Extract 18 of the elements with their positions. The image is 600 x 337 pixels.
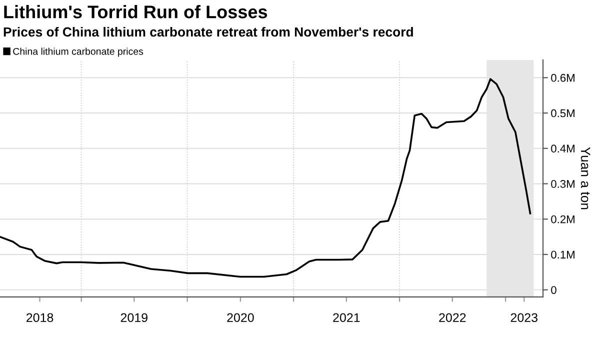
y2-tick-label: 0.1M bbox=[551, 250, 574, 259]
y2-tick-label: 0 bbox=[551, 286, 556, 294]
y2-tick-label: 0.4M bbox=[551, 144, 574, 153]
y2-tick-label: 0.2M bbox=[551, 215, 574, 224]
x-tick-label: 2021 bbox=[333, 313, 360, 322]
x-tick-label: 2022 bbox=[439, 313, 466, 322]
legend-label: China lithium carbonate prices bbox=[13, 48, 144, 57]
x-tick-label: 2018 bbox=[26, 313, 54, 322]
x-tick-label: 2019 bbox=[120, 313, 148, 322]
y2-tick-label: 0.5M bbox=[551, 109, 574, 118]
x-tick-label: 2023 bbox=[510, 313, 538, 322]
chart-title: Lithium's Torrid Run of Losses bbox=[4, 5, 268, 18]
y2-tick-label: 0.3M bbox=[551, 180, 574, 188]
y2-axis-title: Yuan a ton bbox=[580, 147, 590, 210]
x-tick-label: 2020 bbox=[227, 313, 254, 322]
line-series bbox=[0, 78, 532, 278]
chart-subtitle: Prices of China lithium carbonate retreat from November's record bbox=[4, 26, 413, 37]
y2-tick-label: 0.6M bbox=[551, 74, 574, 82]
